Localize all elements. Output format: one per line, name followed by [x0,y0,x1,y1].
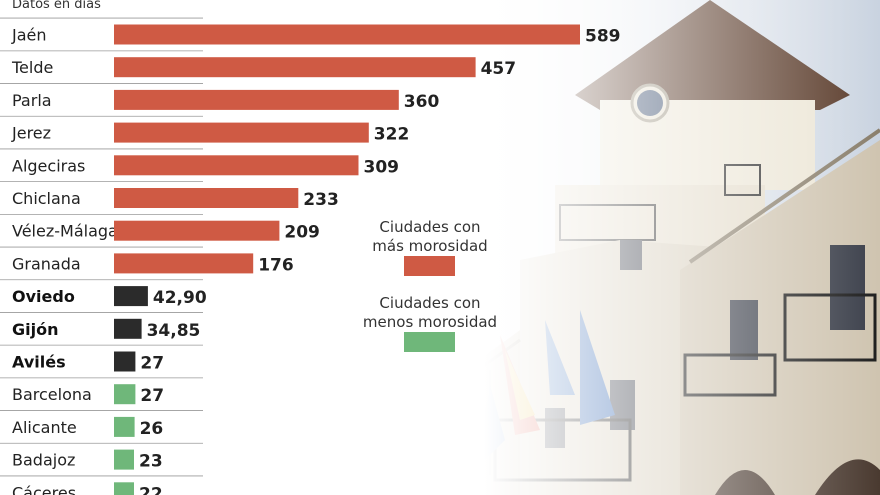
value-label: 27 [140,386,164,406]
category-label: Vélez-Málaga [12,222,118,241]
value-label: 42,90 [153,288,207,308]
category-label: Algeciras [12,156,85,175]
category-label: Parla [12,91,52,110]
bar [114,286,148,307]
value-label: 23 [139,452,163,472]
bar [114,122,369,143]
legend-label: Ciudades con menos morosidad [363,294,497,331]
bar [114,318,142,339]
category-label: Granada [12,254,81,273]
bar [114,188,299,208]
bar [114,24,580,45]
value-label: 309 [364,157,400,177]
legend-swatch [404,256,455,276]
category-label: Gijón [12,320,58,339]
bar [114,416,135,437]
value-label: 233 [303,190,339,210]
bar [114,89,399,110]
value-label: 209 [284,223,320,243]
bar [114,384,136,405]
bar [114,449,134,470]
value-label: 322 [374,125,410,145]
bar [114,351,136,372]
value-label: 26 [140,419,164,439]
bar [114,220,280,241]
bar [114,253,254,274]
value-label: 27 [140,354,164,374]
bar [114,57,476,78]
category-label: Chiclana [12,189,81,208]
category-label: Alicante [12,418,77,437]
category-label: Telde [11,58,53,77]
value-label: 176 [258,255,294,275]
bar-rows: Jaén 589 Telde 457 Parla 360 Jerez 322 Algeciras… [0,17,621,495]
value-label: 457 [481,59,516,79]
value-label: 589 [585,27,621,47]
value-label: 22 [139,484,163,495]
legend-label: Ciudades con más morosidad [372,218,487,255]
category-label: Badajoz [12,451,75,470]
legend: Ciudades con más morosidad Ciudades con men… [363,218,497,352]
bar [114,482,134,495]
category-label: Oviedo [12,287,75,306]
category-label: Barcelona [12,385,92,404]
category-label: Cáceres [12,483,76,495]
legend-swatch [404,332,455,352]
category-label: Jaén [11,26,47,45]
bar [114,155,359,176]
value-label: 360 [404,92,440,112]
value-label: 34,85 [147,321,201,341]
chart-subtitle: Datos en días [12,0,101,12]
category-label: Jerez [11,124,51,143]
category-label: Avilés [12,353,66,372]
